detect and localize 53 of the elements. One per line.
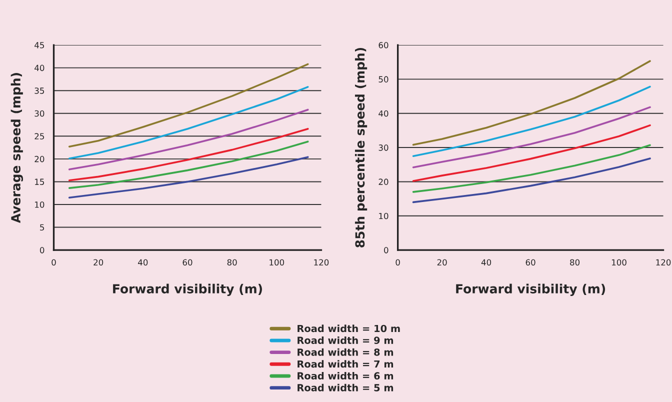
line-series bbox=[412, 86, 651, 157]
line-series bbox=[412, 144, 651, 193]
y-tick-label: 45 bbox=[34, 42, 44, 48]
line-series bbox=[68, 128, 309, 182]
y-tick-label: 5 bbox=[40, 224, 44, 231]
x-tick-label: 80 bbox=[570, 259, 580, 266]
y-tick-label: 30 bbox=[378, 144, 388, 151]
line-series bbox=[68, 86, 309, 160]
line-series bbox=[412, 158, 651, 204]
x-tick-label: 20 bbox=[437, 259, 447, 266]
x-axis-title: Forward visibility (m) bbox=[113, 284, 262, 296]
x-tick-label: 100 bbox=[270, 259, 284, 266]
legend-label: Road width = 5 m bbox=[298, 384, 394, 392]
legend-label: Road width = 6 m bbox=[298, 372, 394, 380]
legend-label: Road width = 7 m bbox=[298, 360, 394, 368]
y-tick-label: 10 bbox=[379, 212, 388, 220]
y-tick-label: 25 bbox=[34, 133, 44, 140]
y-tick-label: 60 bbox=[378, 42, 388, 48]
line-series bbox=[68, 156, 309, 199]
x-tick-label: 100 bbox=[612, 259, 626, 266]
line-series bbox=[68, 63, 309, 148]
line-series bbox=[412, 124, 651, 182]
y-tick-label: 0 bbox=[40, 247, 44, 254]
line-series bbox=[68, 108, 309, 170]
y-tick-label: 40 bbox=[378, 110, 388, 117]
x-tick-label: 120 bbox=[656, 259, 671, 266]
y-tick-label: 50 bbox=[378, 76, 388, 82]
line-series bbox=[412, 106, 651, 168]
y-tick-label: 20 bbox=[34, 156, 44, 162]
x-tick-label: 40 bbox=[138, 259, 148, 266]
y-axis-title: 85th percentile speed (mph) bbox=[354, 48, 368, 248]
legend-label: Road width = 9 m bbox=[298, 336, 394, 344]
line-series bbox=[68, 140, 309, 189]
y-tick-label: 10 bbox=[35, 201, 44, 208]
x-tick-label: 0 bbox=[396, 259, 400, 266]
y-tick-label: 15 bbox=[35, 178, 44, 185]
x-tick-label: 60 bbox=[526, 259, 536, 266]
x-axis-title: Forward visibility (m) bbox=[456, 284, 606, 296]
x-tick-label: 0 bbox=[52, 259, 56, 266]
x-tick-label: 40 bbox=[481, 259, 492, 266]
legend-label: Road width = 8 m bbox=[298, 348, 394, 356]
y-tick-label: 35 bbox=[34, 88, 44, 94]
y-tick-label: 0 bbox=[384, 247, 388, 254]
y-tick-label: 20 bbox=[378, 178, 388, 185]
x-tick-label: 80 bbox=[227, 259, 237, 266]
y-tick-label: 30 bbox=[34, 110, 44, 117]
x-tick-label: 20 bbox=[94, 259, 104, 266]
x-tick-label: 120 bbox=[314, 259, 329, 266]
y-axis-title: Average speed (mph) bbox=[10, 73, 24, 224]
x-tick-label: 60 bbox=[182, 259, 192, 266]
y-tick-label: 40 bbox=[34, 64, 44, 72]
legend-label: Road width = 10 m bbox=[298, 324, 400, 332]
line-series bbox=[412, 60, 651, 146]
